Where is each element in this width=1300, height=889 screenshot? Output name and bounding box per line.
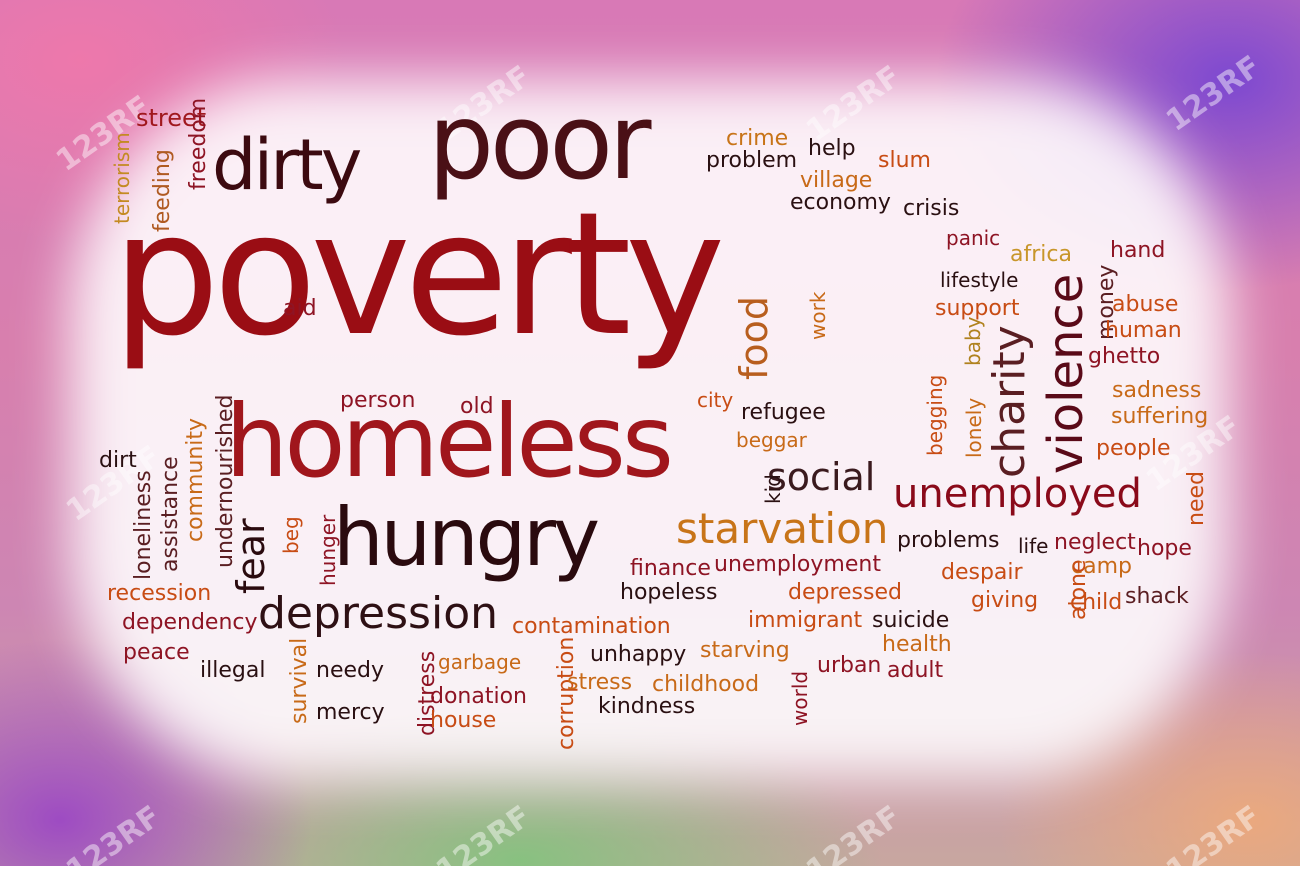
word-adult: adult (887, 658, 944, 683)
word-poverty: poverty (112, 176, 725, 374)
word-camp: camp (1071, 554, 1132, 579)
word-panic: panic (946, 226, 1001, 250)
word-food: food (732, 296, 776, 380)
word-crime: crime (726, 126, 789, 151)
word-aid: aid (283, 296, 317, 321)
word-depressed: depressed (788, 580, 902, 605)
word-hunger: hunger (316, 514, 340, 586)
word-survival: survival (287, 637, 312, 724)
word-person: person (340, 388, 416, 413)
word-sadness: sadness (1112, 378, 1202, 403)
word-kindness: kindness (598, 694, 696, 719)
word-contamination: contamination (512, 614, 671, 639)
word-problems: problems (897, 528, 1000, 553)
word-africa: africa (1010, 242, 1072, 267)
word-dirt: dirt (99, 448, 137, 473)
word-village: village (800, 168, 873, 193)
word-crisis: crisis (903, 196, 960, 221)
word-dependency: dependency (122, 610, 258, 635)
word-unemployment: unemployment (714, 552, 881, 577)
word-suicide: suicide (872, 608, 950, 633)
word-beggar: beggar (736, 428, 807, 452)
word-urban: urban (817, 653, 882, 678)
word-freedom: freedom (186, 97, 211, 190)
word-poor: poor (428, 81, 652, 203)
word-undernourished: undernourished (213, 394, 238, 568)
word-hopeless: hopeless (620, 580, 718, 605)
word-child: child (1070, 590, 1123, 615)
word-violence: violence (1038, 273, 1094, 474)
word-peace: peace (123, 640, 190, 665)
word-kid: kid (761, 474, 785, 504)
word-human: human (1105, 318, 1182, 343)
word-ghetto: ghetto (1088, 344, 1161, 369)
word-starvation: starvation (676, 504, 889, 553)
word-begging: begging (923, 374, 947, 456)
word-childhood: childhood (652, 672, 760, 697)
word-hope: hope (1137, 536, 1192, 561)
word-street: street (136, 104, 207, 132)
word-loneliness: loneliness (131, 470, 156, 580)
word-lonely: lonely (962, 397, 986, 458)
word-need: need (1184, 471, 1209, 526)
word-city: city (697, 388, 734, 412)
word-needy: needy (316, 658, 384, 683)
word-house: house (430, 708, 497, 733)
word-lifestyle: lifestyle (940, 268, 1019, 292)
word-abuse: abuse (1112, 292, 1179, 317)
word-slum: slum (878, 148, 931, 173)
word-homeless: homeless (225, 383, 674, 500)
cloud-glow (70, 80, 1230, 780)
word-feeding: feeding (150, 149, 175, 232)
word-economy: economy (790, 190, 891, 215)
word-refugee: refugee (741, 400, 826, 425)
word-shack: shack (1125, 584, 1189, 609)
word-people: people (1096, 436, 1171, 461)
word-health: health (882, 632, 952, 657)
word-garbage: garbage (438, 650, 522, 674)
word-community: community (183, 417, 208, 542)
word-terrorism: terrorism (110, 132, 134, 224)
word-donation: donation (430, 684, 527, 709)
word-assistance: assistance (158, 456, 183, 572)
word-old: old (460, 394, 494, 419)
word-starving: starving (700, 638, 790, 663)
word-neglect: neglect (1054, 530, 1136, 555)
word-problem: problem (706, 148, 798, 173)
word-recession: recession (107, 581, 212, 606)
word-work: work (806, 291, 830, 340)
word-despair: despair (941, 560, 1023, 585)
word-suffering: suffering (1111, 404, 1209, 429)
word-unemployed: unemployed (893, 471, 1142, 517)
word-life: life (1018, 534, 1049, 558)
word-stress: stress (567, 670, 633, 695)
word-baby: baby (961, 316, 985, 366)
word-giving: giving (971, 588, 1039, 613)
word-hungry: hungry (333, 491, 600, 584)
word-dirty: dirty (212, 124, 362, 206)
word-mercy: mercy (316, 700, 385, 725)
word-illegal: illegal (200, 658, 266, 683)
word-help: help (808, 136, 856, 161)
word-charity: charity (984, 325, 1035, 478)
word-hand: hand (1110, 238, 1166, 263)
word-social: social (767, 455, 876, 499)
word-finance: finance (630, 556, 711, 581)
word-world: world (788, 670, 812, 726)
word-beg: beg (279, 516, 303, 554)
word-unhappy: unhappy (590, 642, 687, 667)
word-depression: depression (258, 588, 499, 639)
word-support: support (935, 296, 1020, 321)
word-immigrant: immigrant (748, 608, 863, 633)
word-cloud: poverty homeless poor dirty hungry depression… (99, 81, 1209, 750)
